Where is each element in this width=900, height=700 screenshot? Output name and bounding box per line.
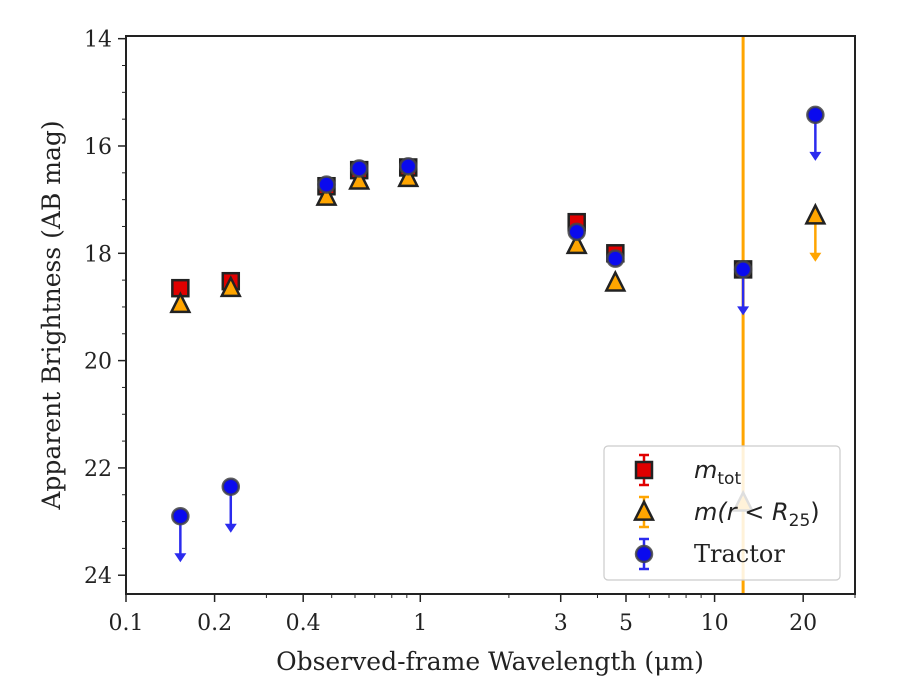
triangle-point — [348, 167, 371, 190]
circle-point — [349, 159, 369, 178]
triangle-point — [219, 275, 242, 298]
x-tick-label: 3 — [554, 611, 568, 636]
legend-triangle-marker — [632, 499, 656, 521]
triangle-point — [315, 183, 338, 206]
legend-label-sub: 25 — [789, 511, 811, 531]
y-tick-label: 20 — [84, 350, 112, 375]
circle-point — [606, 249, 625, 268]
circle-upper-limit-arrow-head — [174, 553, 187, 563]
x-axis-title: Observed-frame Wavelength (μm) — [276, 647, 704, 676]
legend-box — [603, 445, 841, 581]
x-tick-label: 0.1 — [109, 611, 144, 636]
circle-point — [171, 506, 190, 526]
legend-label-tractor: Tractor — [694, 540, 785, 568]
circle-point — [567, 222, 586, 242]
triangle-upper-limit-arrow-head — [809, 252, 822, 262]
x-tick-label: 0.4 — [286, 611, 321, 636]
x-tick-label: 10 — [701, 611, 729, 636]
x-tick-label: 5 — [619, 611, 633, 636]
legend-label-main: m(r < R — [694, 498, 789, 526]
legend-label-main: m — [694, 456, 717, 484]
triangle-point — [397, 165, 420, 188]
circle-point — [317, 175, 336, 194]
axis-ticks: 0.1 0.2 0.4 1 3 5 10 20 14 16 18 20 22 24 — [84, 28, 856, 636]
triangle-point — [604, 269, 627, 292]
legend-label-mr25: m(r < R25) — [694, 498, 820, 531]
legend: mtot m(r < R25) Tractor — [603, 445, 841, 581]
y-tick-label: 24 — [84, 564, 112, 589]
triangle-point — [169, 291, 192, 314]
circle-point — [733, 260, 753, 279]
y-axis-title: Apparent Brightness (AB mag) — [37, 120, 66, 510]
legend-label-mtot: mtot — [694, 456, 741, 489]
circle-point — [221, 477, 241, 496]
x-tick-label: 1 — [413, 611, 427, 636]
circle-upper-limit-arrow-head — [809, 151, 822, 161]
plot-frame — [125, 35, 856, 595]
y-tick-label: 16 — [84, 135, 112, 160]
triangle-point — [565, 232, 588, 255]
circle-upper-limit-arrow-head — [224, 523, 237, 533]
y-tick-label: 18 — [84, 242, 112, 267]
x-tick-label: 0.2 — [197, 611, 232, 636]
legend-square-marker — [634, 460, 654, 480]
x-tick-label: 20 — [789, 611, 817, 636]
series-circle — [171, 105, 825, 563]
legend-circle-marker — [634, 544, 654, 564]
y-tick-label: 14 — [84, 28, 112, 53]
circle-upper-limit-arrow-head — [737, 306, 750, 316]
circle-point — [398, 157, 418, 176]
triangle-point — [804, 202, 827, 225]
legend-label-close: ) — [810, 498, 819, 526]
y-tick-label: 22 — [84, 457, 112, 482]
circle-point — [806, 105, 825, 125]
series-square — [171, 158, 753, 298]
legend-label-sub: tot — [717, 469, 741, 489]
